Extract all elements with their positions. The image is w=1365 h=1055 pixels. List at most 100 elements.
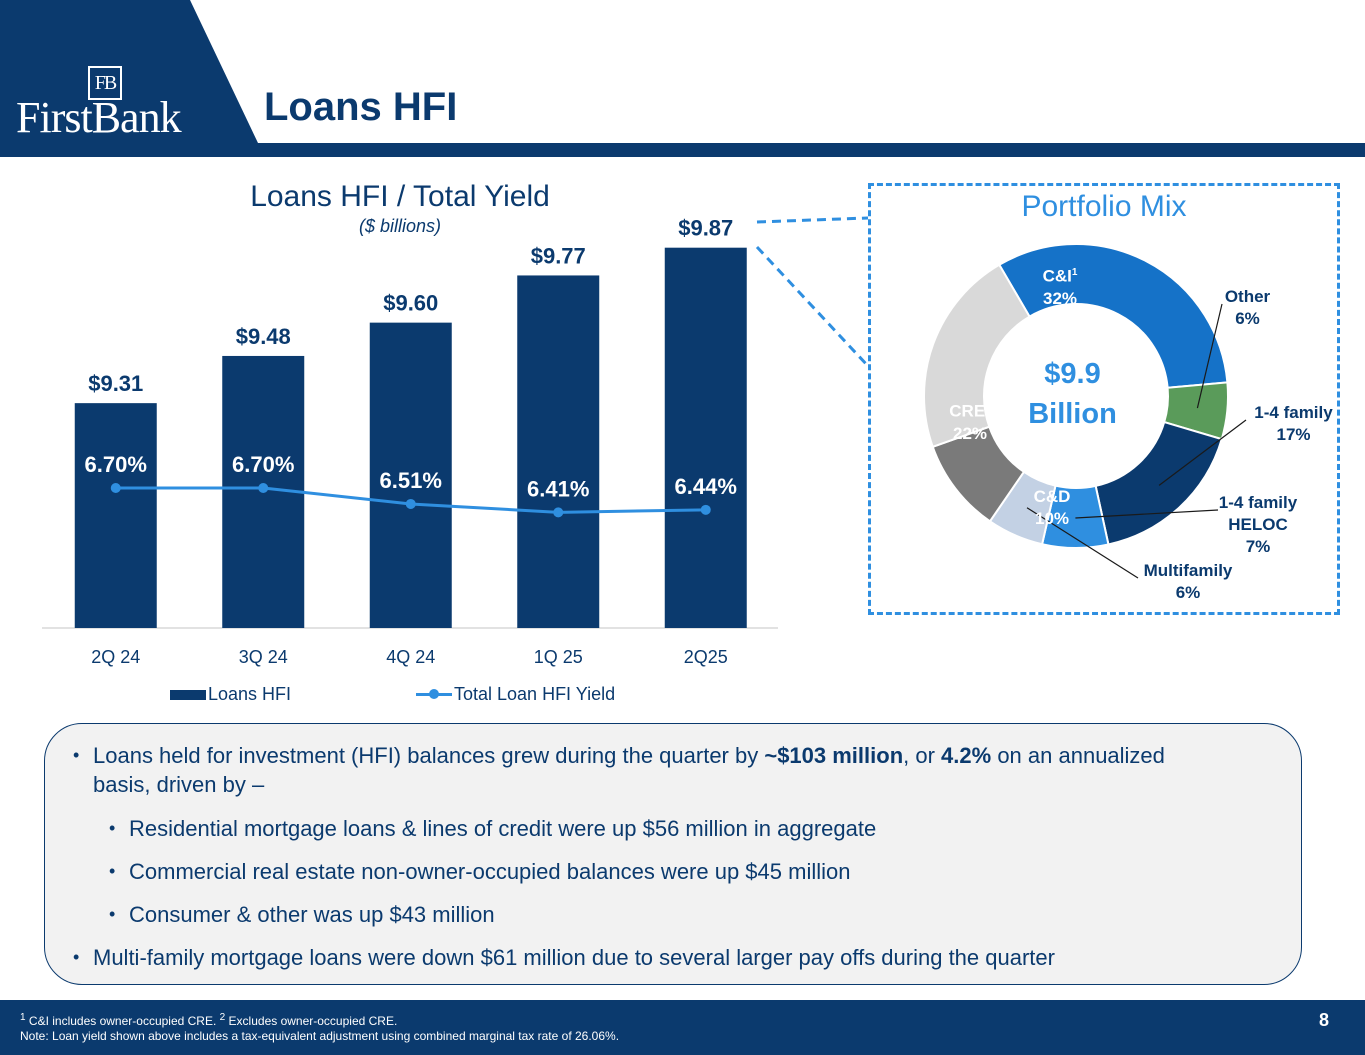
- chart-subtitle: ($ billions): [358, 216, 442, 236]
- bullet-4-text: Consumer & other was up $43 million: [129, 902, 495, 927]
- yield-value-label: 6.41%: [527, 476, 589, 501]
- footnote-1-a: C&I includes owner-occupied CRE.: [25, 1014, 220, 1028]
- yield-point: [110, 483, 121, 493]
- footnote-2-sup: 2: [219, 1012, 226, 1023]
- slice-name-1-4-family: 1-4 family: [1254, 403, 1333, 422]
- legend-item-loans: Loans HFI: [170, 684, 291, 705]
- slice-label-heloc: 1-4 family HELOC 7%: [1208, 492, 1308, 558]
- footnote-1: 1 C&I includes owner-occupied CRE. 2 Exc…: [20, 1012, 397, 1028]
- bar-value-label: $9.48: [236, 324, 291, 349]
- yield-value-label: 6.70%: [85, 452, 147, 477]
- header: FB FirstBank Loans HFI: [0, 0, 1365, 160]
- slice-sup-ci: 1: [1071, 267, 1078, 278]
- bullet-3-text: Commercial real estate non-owner-occupie…: [129, 859, 851, 884]
- logo-text: FirstBank: [16, 93, 182, 142]
- bullet-4: • Consumer & other was up $43 million: [109, 900, 495, 929]
- bullet-1-line2: basis, driven by –: [93, 772, 265, 797]
- bar-loans-hfi: [664, 247, 747, 629]
- slice-name-heloc-2: HELOC: [1228, 515, 1288, 534]
- bullet-5: • Multi-family mortgage loans were down …: [73, 943, 1055, 972]
- slice-label-1-4-family: 1-4 family 17%: [1246, 402, 1341, 446]
- slice-sup-cre: 2: [985, 402, 991, 413]
- callout-connector: [755, 216, 870, 368]
- x-tick-label: 4Q 24: [386, 647, 435, 667]
- page-title: Loans HFI: [264, 85, 458, 129]
- slice-name-ci: C&I: [1042, 266, 1072, 286]
- donut-slice: [1094, 420, 1224, 546]
- yield-point: [405, 498, 416, 509]
- leader-line: [1075, 509, 1219, 519]
- bullet-dot: •: [73, 745, 80, 765]
- bar-loans-hfi: [369, 322, 452, 628]
- bullet-dot: •: [109, 861, 116, 881]
- bar-value-label: $9.60: [383, 291, 438, 316]
- slice-label-ci: C&I1 32%: [1025, 262, 1095, 310]
- donut-slice: [997, 243, 1229, 389]
- slice-label-cre: CRE2 22%: [936, 397, 1004, 445]
- donut-chart: [923, 243, 1247, 579]
- yield-value-label: 6.44%: [675, 474, 737, 499]
- legend-swatch-bar: [170, 689, 206, 700]
- footnote-1-b: Excludes owner-occupied CRE.: [225, 1014, 398, 1028]
- header-banner: [0, 0, 1365, 157]
- slice-pct-cd: 10%: [1034, 509, 1070, 528]
- slice-pct-cre: 22%: [952, 423, 988, 443]
- yield-value-label: 6.70%: [232, 452, 294, 477]
- bullet-1-post: on an annualized: [991, 743, 1165, 768]
- x-tick-label: 2Q25: [684, 647, 728, 667]
- bar-loans-hfi: [74, 403, 157, 628]
- bullet-1: • Loans held for investment (HFI) balanc…: [73, 741, 1283, 799]
- bar-value-label: $9.87: [678, 216, 733, 241]
- legend-swatch-line: [416, 689, 452, 699]
- donut-center-value: $9.9: [1044, 358, 1101, 390]
- legend-label-yield: Total Loan HFI Yield: [454, 684, 616, 704]
- slice-label-other: Other 6%: [1210, 286, 1285, 330]
- slice-pct-ci: 32%: [1042, 288, 1078, 308]
- slice-pct-multifamily: 6%: [1175, 583, 1201, 602]
- slice-pct-1-4-family: 17%: [1276, 425, 1311, 444]
- portfolio-title: Portfolio Mix: [1021, 190, 1187, 223]
- slice-label-multifamily: Multifamily 6%: [1133, 560, 1243, 604]
- footnote-1-sup: 1: [20, 1012, 26, 1023]
- bar-value-label: $9.77: [531, 243, 586, 268]
- page-number: 8: [1318, 1010, 1329, 1030]
- logo: FB FirstBank: [0, 0, 250, 150]
- leader-line: [1158, 419, 1247, 486]
- bullet-dot: •: [109, 818, 116, 838]
- footnote-2: Note: Loan yield shown above includes a …: [20, 1029, 620, 1043]
- yield-point: [258, 483, 269, 493]
- slice-name-other: Other: [1224, 287, 1271, 306]
- slice-name-cd: C&D: [1033, 487, 1071, 506]
- x-tick-label: 3Q 24: [239, 647, 288, 667]
- bar-chart: $9.31 2Q 24 $9.48 3Q 24 $9.60 4Q 24 $9.77 1Q 25…: [42, 216, 778, 667]
- bullet-5-text: Multi-family mortgage loans were down $6…: [93, 945, 1055, 970]
- bullet-1-bold-pct: 4.2%: [941, 743, 992, 768]
- yield-point: [553, 507, 564, 518]
- yield-value-label: 6.51%: [380, 468, 442, 493]
- leader-line: [1026, 507, 1139, 579]
- slice-name-cre: CRE: [949, 401, 986, 421]
- bar-value-label: $9.31: [88, 371, 143, 396]
- bullet-1-mid: , or: [903, 743, 942, 768]
- slice-pct-other: 6%: [1235, 309, 1260, 328]
- slice-pct-heloc: 7%: [1245, 537, 1271, 556]
- bullet-1-bold-amount: ~$103 million: [764, 743, 904, 768]
- x-tick-label: 2Q 24: [91, 647, 140, 667]
- bullet-box: • Loans held for investment (HFI) balanc…: [44, 723, 1302, 985]
- x-tick-label: 1Q 25: [534, 647, 583, 667]
- legend-label-loans: Loans HFI: [208, 684, 292, 704]
- leader-line: [1196, 303, 1223, 409]
- donut-slice: [923, 263, 1031, 449]
- bullet-2: • Residential mortgage loans & lines of …: [109, 814, 877, 843]
- slice-name-multifamily: Multifamily: [1143, 561, 1233, 580]
- slice-name-heloc-1: 1-4 family: [1218, 493, 1298, 512]
- bullet-2-text: Residential mortgage loans & lines of cr…: [129, 816, 877, 841]
- legend-item-yield: Total Loan HFI Yield: [416, 684, 615, 705]
- chart-title: Loans HFI / Total Yield: [250, 180, 550, 213]
- slice-label-cd: C&D 10%: [1018, 486, 1086, 530]
- logo-monogram: FB: [88, 66, 122, 100]
- yield-point: [700, 504, 711, 515]
- footer: 1 C&I includes owner-occupied CRE. 2 Exc…: [0, 1000, 1365, 1055]
- bullet-dot: •: [109, 904, 116, 924]
- bullet-1-pre: Loans held for investment (HFI) balances…: [93, 743, 765, 768]
